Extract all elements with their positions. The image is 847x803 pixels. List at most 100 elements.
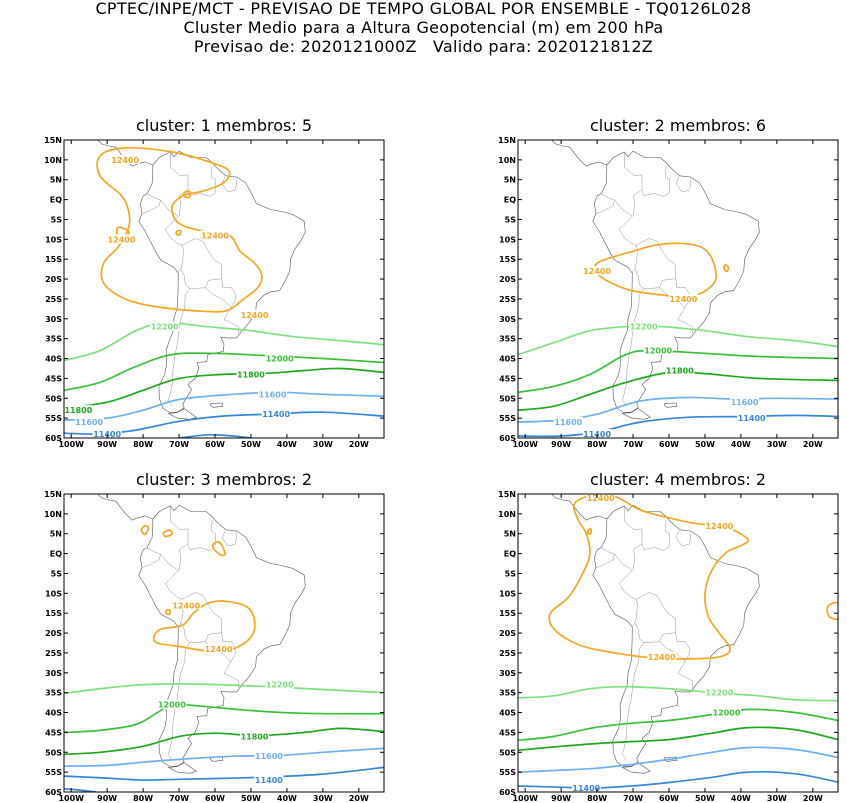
- lon-tick-label: 90W: [551, 440, 571, 449]
- lon-tick-label: 70W: [169, 440, 189, 449]
- lon-tick-label: 60W: [205, 440, 225, 449]
- map-panel-cluster-3: cluster: 3 membros: 2 12400 12400 12200 1200…: [44, 470, 385, 803]
- lat-tick-label: 50S: [499, 748, 516, 757]
- country-border: [635, 238, 676, 279]
- lat-tick-label: 25S: [45, 649, 62, 658]
- lat-tick-label: 5N: [504, 176, 516, 185]
- lon-tick-label: 20W: [803, 794, 823, 803]
- contour-label: 11600: [554, 418, 582, 427]
- contour-label: 12200: [266, 681, 294, 690]
- map-frame: [517, 493, 839, 793]
- lon-tick-label: 70W: [169, 794, 189, 803]
- lat-tick-label: 40S: [45, 709, 62, 718]
- lat-tick-label: 20S: [499, 275, 516, 284]
- lat-tick-label: 30S: [499, 315, 516, 324]
- contour-label: 11800: [64, 406, 92, 415]
- contour-label: 11800: [666, 366, 694, 375]
- country-border: [169, 506, 189, 571]
- contour-label: 12000: [266, 355, 294, 364]
- contour-label: 12200: [630, 323, 658, 332]
- lat-tick-label: 45S: [45, 728, 62, 737]
- contour-line-12400: [183, 190, 192, 199]
- country-border: [181, 592, 222, 633]
- lon-tick-label: 50W: [241, 794, 261, 803]
- contour-line-12400: [723, 264, 730, 273]
- contour-label: 11800: [241, 732, 269, 741]
- country-border: [622, 288, 644, 407]
- coastline: [518, 96, 534, 120]
- map-panel-cluster-2: cluster: 2 membros: 6 12400 12400 12200 1200…: [498, 96, 839, 449]
- lon-tick-label: 80W: [587, 440, 607, 449]
- lat-tick-label: 5N: [50, 176, 62, 185]
- lat-tick-label: 5S: [51, 569, 63, 578]
- lat-tick-label: 35S: [45, 689, 62, 698]
- country-border: [614, 553, 638, 627]
- country-border: [595, 193, 615, 214]
- lat-tick-label: 5S: [505, 569, 517, 578]
- contour-label: 12400: [201, 231, 229, 240]
- contour-line-12400: [594, 242, 717, 298]
- coastline: [584, 494, 586, 495]
- contour-label: 12000: [158, 701, 186, 710]
- country-border: [181, 238, 222, 279]
- contour-label: 12400: [648, 653, 676, 662]
- contour-line-11400: [518, 414, 838, 438]
- coastline: [130, 140, 132, 141]
- country-border: [160, 553, 184, 627]
- lon-tick-label: 40W: [277, 794, 297, 803]
- lat-tick-label: 10N: [44, 156, 62, 165]
- lat-tick-label: 60S: [45, 434, 62, 443]
- coastline: [621, 762, 651, 774]
- country-border: [677, 661, 693, 688]
- lat-tick-label: 5S: [505, 215, 517, 224]
- lon-tick-label: 40W: [277, 440, 297, 449]
- map-area: 12400 12400 12200 12000 11800 11600 11600 11400…: [518, 96, 838, 438]
- lat-tick-label: 10S: [499, 589, 516, 598]
- lat-tick-label: 5N: [50, 530, 62, 539]
- country-border: [141, 547, 161, 568]
- lat-tick-label: EQ: [50, 196, 62, 205]
- contour-label: 11600: [731, 398, 759, 407]
- lat-tick-label: 40S: [499, 709, 516, 718]
- country-border: [623, 152, 643, 217]
- contour-label: 12400: [587, 494, 615, 503]
- lat-tick-label: 30S: [499, 669, 516, 678]
- coastline: [551, 494, 607, 521]
- lon-tick-label: 70W: [623, 440, 643, 449]
- contour-line-12400: [162, 529, 173, 538]
- lat-tick-label: 15N: [44, 136, 62, 145]
- lon-tick-label: 60W: [205, 794, 225, 803]
- lon-tick-label: 80W: [133, 440, 153, 449]
- lat-tick-label: 35S: [499, 335, 516, 344]
- lon-tick-label: 100W: [58, 440, 84, 449]
- country-border: [635, 592, 676, 633]
- lon-tick-label: 50W: [695, 440, 715, 449]
- lon-tick-label: 90W: [97, 440, 117, 449]
- coastline: [592, 504, 760, 767]
- contour-line-12400: [211, 540, 226, 557]
- contour-label: 11400: [255, 776, 283, 785]
- panel-title: cluster: 3 membros: 2: [136, 470, 312, 489]
- country-border: [168, 288, 190, 407]
- contour-label: 12400: [669, 295, 697, 304]
- lat-tick-label: 50S: [45, 394, 62, 403]
- country-border: [180, 269, 222, 289]
- header-line-3: Previsao de: 2020121000Z Valido para: 20…: [193, 37, 654, 56]
- coastline: [138, 150, 306, 413]
- contour-line-11400: [64, 766, 384, 781]
- lat-tick-label: EQ: [50, 550, 62, 559]
- contour-line-12400: [175, 229, 182, 236]
- contour-line-12400: [586, 528, 593, 535]
- lat-tick-label: 45S: [45, 374, 62, 383]
- lon-tick-label: 100W: [512, 794, 538, 803]
- header-line-2: Cluster Medio para a Altura Geopotencial…: [183, 18, 664, 37]
- lat-tick-label: 20S: [45, 275, 62, 284]
- contour-line-11800: [518, 371, 838, 412]
- contour-label: 12000: [713, 709, 741, 718]
- contour-line-12200: [64, 321, 384, 362]
- lat-tick-label: 30S: [45, 669, 62, 678]
- lat-tick-label: 60S: [499, 434, 516, 443]
- lat-tick-label: 20S: [45, 629, 62, 638]
- contour-line-12200: [64, 683, 384, 695]
- contour-line-11800: [64, 727, 384, 756]
